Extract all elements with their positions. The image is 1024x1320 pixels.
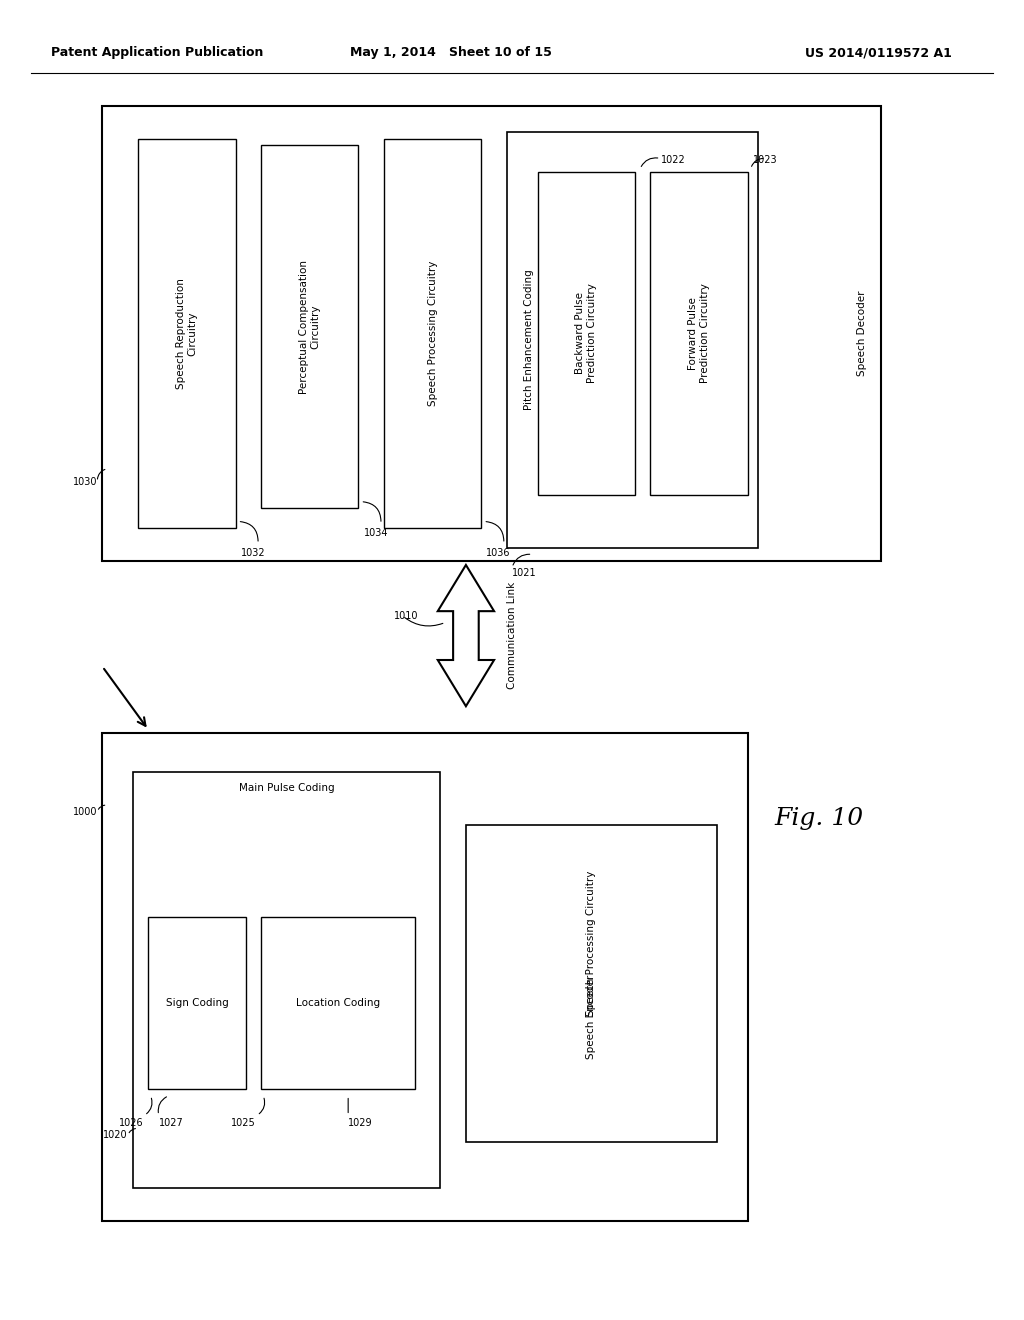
Text: 1000: 1000 — [73, 807, 97, 817]
Text: Speech Processing Circuitry: Speech Processing Circuitry — [428, 260, 437, 407]
Text: 1026: 1026 — [119, 1118, 143, 1129]
Bar — [650, 172, 748, 495]
Text: 1032: 1032 — [241, 548, 265, 558]
Text: US 2014/0119572 A1: US 2014/0119572 A1 — [806, 46, 952, 59]
Bar — [133, 772, 440, 1188]
Bar — [102, 733, 748, 1221]
Text: 1034: 1034 — [364, 528, 388, 539]
Text: Speech Reproduction
Circuitry: Speech Reproduction Circuitry — [176, 279, 198, 388]
Bar — [466, 825, 717, 1142]
Bar — [138, 139, 236, 528]
Bar — [507, 132, 758, 548]
Text: Main Pulse Coding: Main Pulse Coding — [239, 783, 335, 793]
Text: 1020: 1020 — [103, 1130, 128, 1140]
Text: Speech Processing Circuitry: Speech Processing Circuitry — [587, 871, 596, 1016]
Text: 1023: 1023 — [753, 154, 777, 165]
Bar — [384, 139, 481, 528]
Text: Perceptual Compensation
Circuitry: Perceptual Compensation Circuitry — [299, 260, 321, 393]
Text: 1030: 1030 — [73, 477, 97, 487]
Text: 1021: 1021 — [512, 568, 537, 578]
Text: Speech Decoder: Speech Decoder — [857, 290, 867, 376]
Text: Forward Pulse
Prediction Circuitry: Forward Pulse Prediction Circuitry — [688, 284, 710, 383]
Text: 1010: 1010 — [394, 611, 419, 620]
Bar — [261, 917, 415, 1089]
Text: 1036: 1036 — [486, 548, 511, 558]
Text: May 1, 2014   Sheet 10 of 15: May 1, 2014 Sheet 10 of 15 — [349, 46, 552, 59]
Text: 1025: 1025 — [231, 1118, 256, 1129]
Text: 1022: 1022 — [660, 154, 685, 165]
Bar — [148, 917, 246, 1089]
Text: Location Coding: Location Coding — [296, 998, 380, 1008]
Bar — [261, 145, 358, 508]
Text: Pitch Enhancement Coding: Pitch Enhancement Coding — [524, 269, 535, 411]
Text: Communication Link: Communication Link — [507, 582, 517, 689]
Text: Speech Encoder: Speech Encoder — [587, 974, 596, 1059]
Text: Fig. 10: Fig. 10 — [774, 807, 864, 830]
Bar — [102, 106, 881, 561]
Text: Sign Coding: Sign Coding — [166, 998, 228, 1008]
Text: 1027: 1027 — [159, 1118, 183, 1129]
Polygon shape — [438, 565, 495, 706]
Text: 1029: 1029 — [348, 1118, 373, 1129]
Bar — [538, 172, 635, 495]
Text: Patent Application Publication: Patent Application Publication — [51, 46, 263, 59]
Text: Backward Pulse
Prediction Circuitry: Backward Pulse Prediction Circuitry — [575, 284, 597, 383]
